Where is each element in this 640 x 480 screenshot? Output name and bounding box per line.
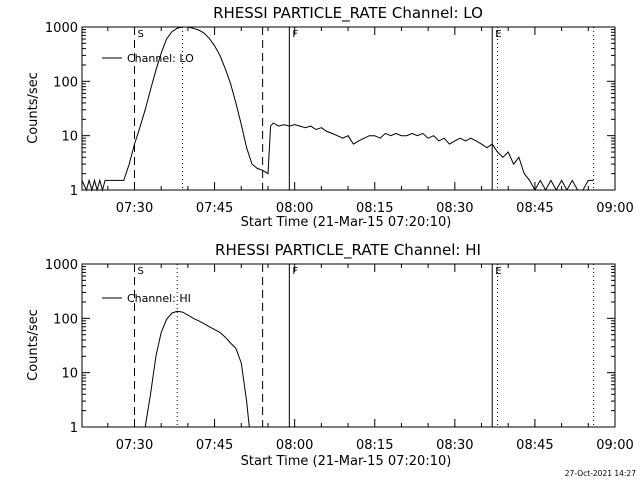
y-tick-label: 1: [70, 184, 78, 199]
y-tick-label: 1000: [45, 21, 78, 36]
y-axis: 1 10 100 1000: [45, 21, 615, 199]
legend: Channel: LO: [102, 52, 194, 65]
x-tick-label: 08:15: [356, 201, 393, 216]
x-axis: 07:30 07:45 08:00 08:15 08:30 08:45 09:00: [107, 264, 634, 453]
marker-label: F: [292, 29, 298, 40]
x-tick-label: 09:00: [596, 201, 633, 216]
y-tick-label: 1: [70, 421, 78, 436]
y-tick-label: 10: [61, 367, 78, 382]
generated-timestamp: 27-Oct-2021 14:27: [565, 469, 636, 478]
x-tick-label: 09:00: [596, 438, 633, 453]
y-tick-label: 10: [61, 130, 78, 145]
x-tick-label: 07:30: [116, 201, 153, 216]
x-axis-label: Start Time (21-Mar-15 07:20:10): [241, 454, 452, 469]
x-tick-label: 08:30: [436, 438, 473, 453]
legend: Channel: HI: [102, 292, 191, 305]
panel-lo: RHESSI PARTICLE_RATE Channel: LO 1101001…: [26, 4, 634, 230]
x-axis: 07:30 07:45 08:00 08:15 08:30 08:45 09:00: [107, 27, 634, 216]
x-tick-label: 08:00: [276, 438, 313, 453]
legend-entry: Channel: LO: [127, 52, 194, 65]
chart-title: RHESSI PARTICLE_RATE Channel: LO: [213, 4, 483, 23]
x-tick-label: 08:30: [436, 201, 473, 216]
series-line-hi: [144, 310, 250, 428]
marker-label: F: [292, 266, 298, 277]
chart-title: RHESSI PARTICLE_RATE Channel: HI: [215, 241, 481, 260]
y-axis-label: Counts/sec: [26, 309, 41, 381]
x-tick-label: 08:15: [356, 438, 393, 453]
y-tick-label: 1000: [45, 258, 78, 273]
x-tick-label: 08:45: [516, 438, 553, 453]
x-tick-label: 07:30: [116, 438, 153, 453]
marker-label: E: [495, 29, 501, 40]
x-tick-label: 08:45: [516, 201, 553, 216]
panel-hi: RHESSI PARTICLE_RATE Channel: HI 1101001…: [26, 241, 634, 469]
x-tick-label: 07:45: [196, 438, 233, 453]
marker-label: E: [495, 266, 501, 277]
y-tick-label: 100: [53, 312, 78, 327]
legend-entry: Channel: HI: [127, 292, 191, 305]
marker-label: S: [137, 266, 143, 277]
y-tick-label: 100: [53, 75, 78, 90]
x-tick-label: 07:45: [196, 201, 233, 216]
marker-label: S: [137, 29, 143, 40]
series-line-lo: [81, 26, 594, 192]
x-tick-label: 08:00: [276, 201, 313, 216]
x-axis-label: Start Time (21-Mar-15 07:20:10): [241, 215, 452, 230]
y-axis: 1 10 100 1000: [45, 258, 615, 436]
y-axis-label: Counts/sec: [26, 72, 41, 144]
plot-frame: [81, 263, 616, 428]
